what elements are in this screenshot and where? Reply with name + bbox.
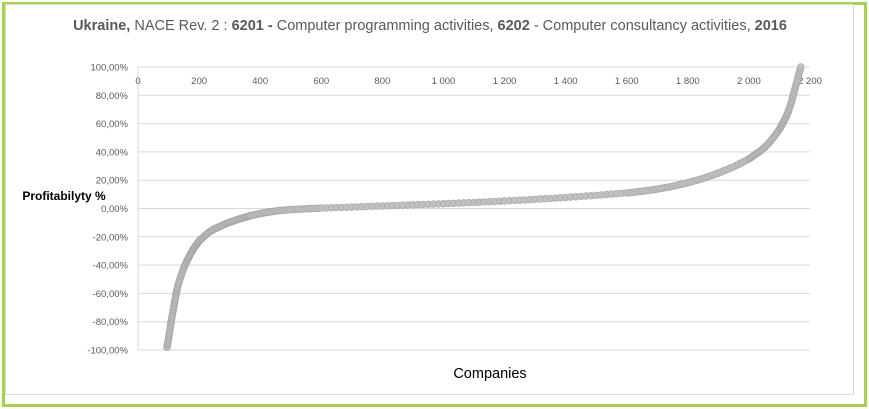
x-tick-labels: 0 200 400 600 800 1 000 1 200 1 400 1 600 1 800 2 … <box>135 76 822 87</box>
y-tick-label: 80,00% <box>96 91 129 102</box>
y-axis-label: Profitabilyty % <box>22 189 106 203</box>
x-tick-label: 1 800 <box>676 76 700 87</box>
y-tick-label: -60,00% <box>93 289 129 300</box>
x-tick-label: 2 000 <box>737 76 761 87</box>
x-tick-label: 1 400 <box>554 76 578 87</box>
y-tick-label: 100,00% <box>90 63 128 74</box>
data-points <box>163 63 805 351</box>
y-tick-label: -100,00% <box>87 346 128 357</box>
x-tick-label: 1 000 <box>432 76 456 87</box>
gridlines <box>137 66 810 351</box>
y-tick-label: 60,00% <box>96 119 129 130</box>
x-tick-label: 400 <box>252 76 268 87</box>
x-tick-label: 1 200 <box>493 76 517 87</box>
x-tick-label: 2 200 <box>798 76 822 87</box>
x-tick-label: 800 <box>374 76 390 87</box>
y-tick-label: -20,00% <box>93 232 129 243</box>
y-tick-label: -80,00% <box>93 317 129 328</box>
x-tick-label: 1 600 <box>615 76 639 87</box>
y-tick-label: -40,00% <box>93 261 129 272</box>
x-tick-label: 200 <box>191 76 207 87</box>
y-tick-label: 20,00% <box>96 176 129 187</box>
x-axis-label: Companies <box>453 366 527 382</box>
data-point <box>797 63 805 71</box>
y-tick-label: 0,00% <box>101 204 128 215</box>
y-tick-label: 40,00% <box>96 147 129 158</box>
y-tick-labels: -100,00% -80,00% -60,00% -40,00% -20,00% 0,00… <box>87 63 128 357</box>
x-tick-label: 0 <box>135 76 140 87</box>
x-tick-label: 600 <box>313 76 329 87</box>
chart-area-border <box>5 4 854 395</box>
chart-title: Ukraine, NACE Rev. 2 : 6201 - Computer p… <box>73 18 787 34</box>
